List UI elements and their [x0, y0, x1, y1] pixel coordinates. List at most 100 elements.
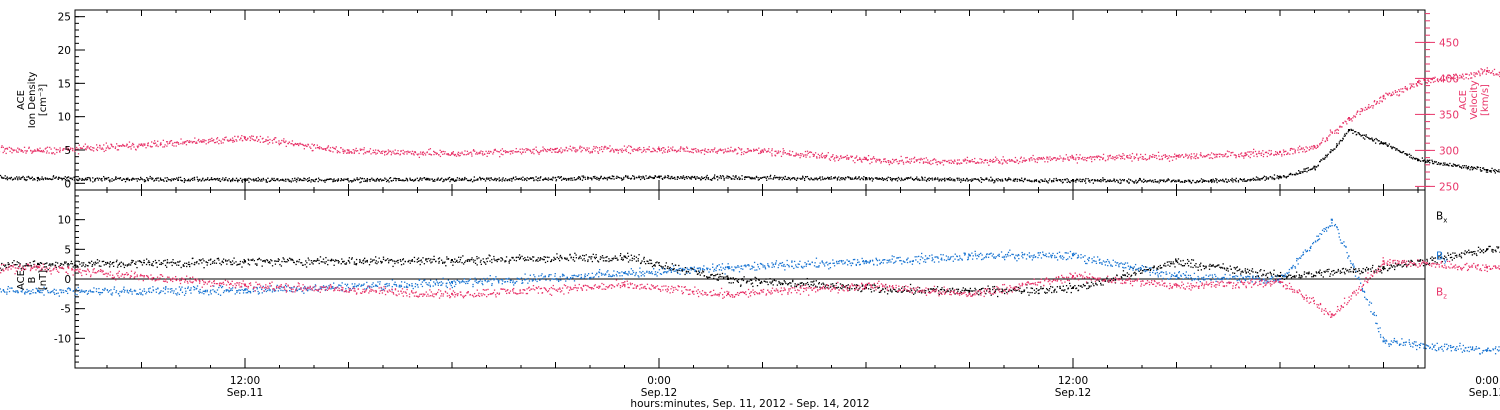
velocity-series-point — [667, 146, 670, 148]
velocity-series-point — [1418, 82, 1420, 84]
velocity-series-point — [933, 158, 935, 161]
velocity-series-point — [418, 153, 420, 155]
density-series-point — [249, 178, 252, 180]
density-series-point — [793, 177, 796, 179]
velocity-series-point — [1254, 150, 1257, 153]
density-series-point — [1347, 129, 1350, 131]
density-series-point — [1035, 179, 1038, 181]
density-series-point — [511, 180, 513, 182]
density-series-point — [1402, 151, 1404, 153]
density-series-point — [784, 175, 786, 178]
velocity-series-point — [1410, 84, 1413, 87]
velocity-series-point — [359, 149, 362, 152]
density-series-point — [1266, 177, 1268, 179]
velocity-series-point — [1366, 108, 1368, 110]
velocity-series-point — [790, 154, 792, 156]
velocity-series-point — [92, 146, 94, 149]
density-series-point — [1202, 179, 1204, 181]
velocity-series-point — [668, 150, 671, 152]
density-series-point — [456, 179, 458, 181]
density-series-point — [317, 180, 319, 183]
density-series-point — [1358, 132, 1360, 134]
velocity-series-point — [1200, 155, 1202, 157]
density-series-point — [1040, 179, 1042, 181]
density-series-point — [291, 178, 294, 180]
velocity-series-point — [488, 152, 490, 154]
velocity-series-point — [139, 144, 142, 147]
density-series-point — [205, 179, 207, 181]
density-series-point — [365, 179, 367, 181]
density-series-point — [727, 177, 729, 179]
velocity-series-point — [922, 162, 925, 164]
velocity-series-point — [1120, 158, 1122, 160]
velocity-series-point — [1046, 156, 1048, 158]
velocity-series-point — [1436, 79, 1439, 82]
velocity-series-point — [585, 148, 587, 151]
density-series-point — [337, 178, 340, 180]
density-series-point — [193, 176, 196, 179]
velocity-series-point — [31, 152, 33, 154]
velocity-series-point — [692, 148, 694, 151]
velocity-series-point — [560, 147, 562, 149]
velocity-series-point — [1399, 90, 1401, 92]
density-series-point — [571, 177, 573, 179]
velocity-series-point — [905, 161, 907, 164]
velocity-series-point — [404, 151, 406, 153]
density-series-point — [396, 178, 398, 180]
velocity-series-point — [672, 146, 674, 148]
density-series-point — [372, 179, 374, 181]
velocity-series-point — [124, 145, 126, 147]
density-series-point — [668, 177, 670, 180]
density-series-point — [411, 179, 413, 182]
velocity-series-sample — [761, 149, 764, 152]
density-series-point — [642, 176, 645, 178]
velocity-series-point — [116, 149, 119, 151]
density-series-point — [1386, 145, 1389, 147]
density-series-point — [1472, 166, 1474, 169]
density-series-point — [803, 179, 806, 182]
velocity-series-point — [529, 149, 531, 152]
velocity-series-point — [128, 141, 131, 143]
velocity-series-sample — [1417, 81, 1419, 83]
velocity-series-point — [32, 150, 34, 152]
velocity-series-point — [956, 162, 958, 164]
velocity-series-point — [464, 150, 466, 152]
velocity-series-point — [122, 144, 124, 147]
density-series-point — [246, 178, 248, 180]
velocity-series-point — [1427, 79, 1429, 81]
velocity-series-point — [281, 139, 283, 142]
velocity-series-point — [1281, 153, 1283, 156]
velocity-series-point — [524, 151, 527, 153]
density-series-point — [1231, 177, 1233, 180]
velocity-series-point — [825, 155, 828, 158]
velocity-series-point — [730, 146, 732, 149]
velocity-series-point — [919, 161, 921, 164]
density-series-point — [1230, 179, 1232, 181]
velocity-series-point — [961, 162, 963, 164]
density-series-point — [834, 177, 836, 179]
velocity-series-point — [193, 140, 195, 143]
density-series-point — [261, 180, 263, 182]
density-series-point — [1390, 145, 1392, 148]
velocity-series-point — [57, 149, 59, 151]
density-series-point — [1368, 137, 1370, 140]
velocity-series-point — [569, 145, 571, 147]
velocity-series-point — [724, 148, 726, 150]
velocity-series-point — [590, 151, 592, 153]
velocity-series-point — [654, 150, 657, 152]
velocity-series-point — [1023, 157, 1025, 159]
velocity-series-point — [729, 149, 731, 151]
velocity-series-point — [1242, 155, 1244, 157]
velocity-series-point — [989, 160, 992, 163]
velocity-series-point — [285, 140, 287, 142]
velocity-series-point — [188, 140, 190, 142]
density-series-point — [1237, 181, 1240, 183]
velocity-series-point — [908, 161, 910, 163]
velocity-series-point — [807, 152, 809, 154]
density-series-point — [466, 179, 469, 182]
velocity-series-point — [548, 149, 551, 151]
velocity-series-point — [530, 152, 533, 154]
density-series-point — [787, 176, 789, 179]
density-series-point — [1347, 131, 1349, 133]
density-series-point — [935, 178, 937, 180]
